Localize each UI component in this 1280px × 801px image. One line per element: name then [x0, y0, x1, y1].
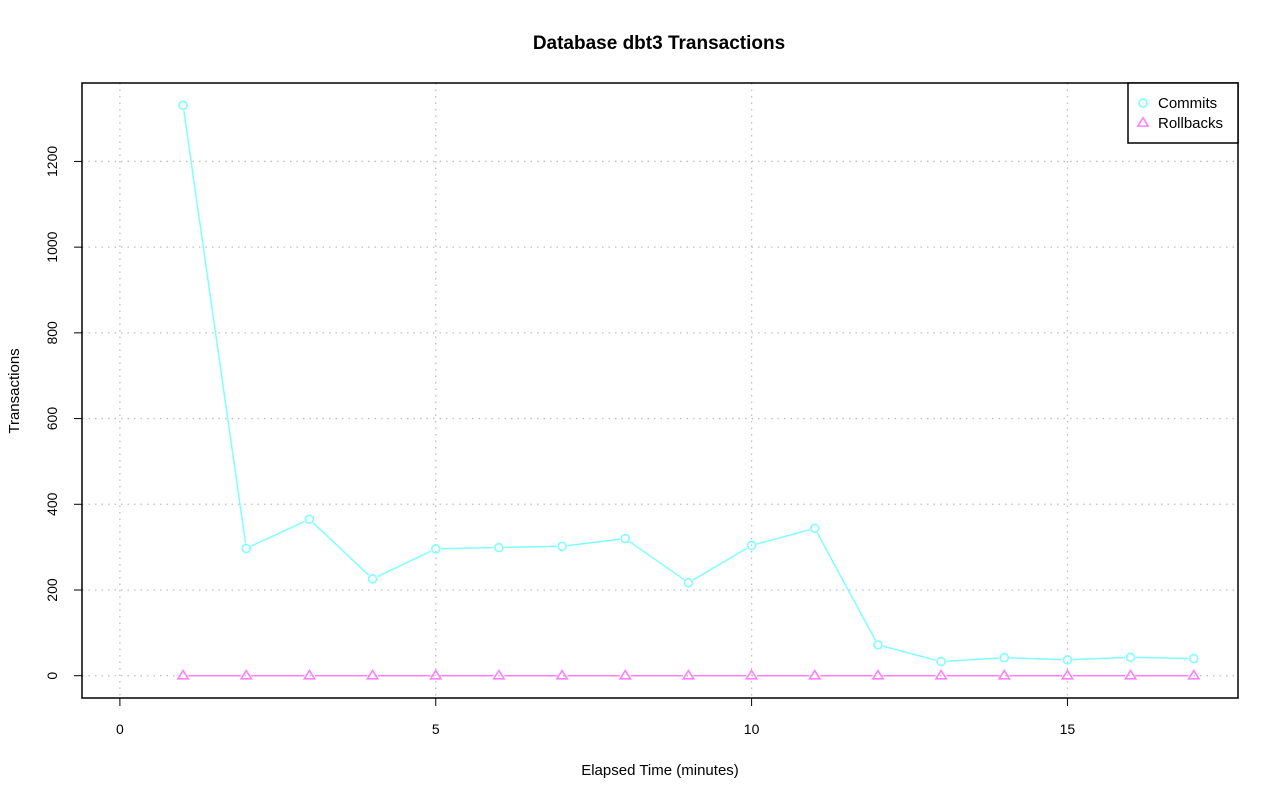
commits-point [809, 523, 820, 534]
commits-line-segment [504, 545, 557, 549]
series-layer [176, 100, 1201, 680]
legend-rollbacks-label: Rollbacks [1158, 115, 1223, 132]
commits-point [620, 533, 631, 544]
x-axis-label: Elapsed Time (minutes) [581, 762, 739, 779]
commits-line-segment [1009, 657, 1062, 661]
rollbacks-point [997, 669, 1011, 680]
rollbacks-point [176, 669, 190, 680]
commits-point [873, 640, 883, 650]
commits-point [494, 542, 504, 553]
y-axis: 0 200 400 600 800 1000 1200 [44, 146, 82, 680]
rollbacks-point [1187, 669, 1201, 680]
commits-point [1188, 653, 1199, 664]
x-tick-label: 15 [1060, 721, 1076, 737]
commits-point [1125, 652, 1136, 663]
grid-lines [82, 83, 1238, 698]
commits-point [178, 100, 188, 111]
commits-line-segment [692, 547, 748, 581]
rollbacks-point [365, 669, 380, 680]
commits-line-segment [816, 532, 876, 641]
commits-line-segment [183, 110, 247, 544]
rollbacks-point [1060, 669, 1075, 680]
series-rollbacks [176, 669, 1201, 680]
rollbacks-point [555, 669, 569, 680]
commits-point [367, 574, 378, 584]
commits-point [746, 540, 757, 551]
y-tick-label: 1000 [44, 231, 60, 262]
rollbacks-point [744, 669, 759, 680]
commits-line-segment [756, 529, 810, 545]
commits-point [683, 577, 694, 588]
rollbacks-point [239, 669, 253, 680]
plot-frame [81, 82, 1239, 699]
legend: Commits Rollbacks [1127, 82, 1239, 144]
y-tick-label: 1200 [44, 146, 60, 177]
rollbacks-point [934, 669, 948, 680]
y-tick-label: 600 [44, 407, 60, 431]
commits-line-segment [567, 538, 620, 547]
commits-line-segment [883, 645, 936, 661]
series-commits [178, 100, 1199, 667]
rollbacks-point [302, 669, 317, 680]
commits-line-segment [1136, 656, 1189, 660]
rollbacks-point [681, 669, 696, 680]
commits-line-segment [1072, 656, 1126, 661]
commits-point [557, 541, 567, 552]
rollbacks-point [618, 669, 632, 680]
legend-rollbacks-marker [1136, 116, 1150, 127]
legend-box [1127, 82, 1239, 144]
legend-commits-marker [1138, 98, 1148, 108]
y-tick-label: 0 [44, 672, 60, 680]
commits-line-segment [250, 520, 305, 547]
y-axis-label: Transactions [6, 348, 23, 433]
x-tick-label: 0 [116, 721, 124, 737]
rollbacks-point [429, 669, 443, 680]
rollbacks-point [808, 669, 822, 680]
rollbacks-point [871, 669, 885, 680]
commits-line-segment [312, 522, 370, 576]
y-tick-label: 200 [44, 578, 60, 602]
commits-point [936, 656, 946, 667]
commits-point [999, 652, 1010, 663]
x-tick-label: 5 [432, 721, 440, 737]
commits-point [241, 543, 252, 554]
x-axis: 0 5 10 15 [116, 697, 1076, 737]
y-tick-label: 800 [44, 321, 60, 345]
commits-line-segment [377, 550, 432, 578]
commits-line-segment [441, 546, 494, 550]
chart-title: Database dbt3 Transactions [533, 33, 785, 54]
x-tick-label: 10 [744, 721, 760, 737]
legend-commits-label: Commits [1158, 95, 1217, 112]
rollbacks-point [1123, 669, 1138, 680]
y-tick-label: 400 [44, 492, 60, 516]
rollbacks-point [492, 669, 506, 680]
commits-point [1062, 655, 1073, 665]
commits-line-segment [946, 657, 999, 662]
commits-point [430, 544, 441, 554]
commits-point [304, 514, 315, 525]
commits-line-segment [629, 541, 685, 581]
